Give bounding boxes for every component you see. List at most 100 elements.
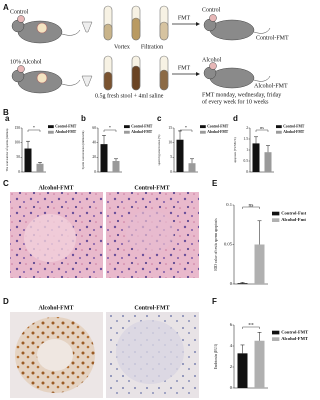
legend-swatch: [200, 130, 206, 134]
legend-swatch: [276, 130, 282, 134]
panel-label: E: [212, 179, 218, 188]
label: Control: [202, 7, 221, 13]
y-axis-title: Endotoxin (EU/l): [214, 343, 218, 369]
legend-label: Alcohol-FMT: [207, 130, 229, 134]
error-bar: [266, 145, 270, 153]
significance: **: [248, 322, 254, 328]
bar: [264, 152, 272, 172]
label: FMT: [178, 15, 191, 21]
label: of every week for 10 weeks: [202, 98, 269, 105]
arrow: [196, 22, 200, 26]
label: Control: [10, 9, 29, 15]
y-tick-label: 20: [92, 155, 96, 159]
image-label: Alcohol-FMT: [39, 185, 74, 191]
y-axis-title: The total number of sperms (million): [5, 129, 9, 172]
legend-swatch: [124, 130, 130, 134]
tubule: [24, 214, 76, 262]
legend-swatch: [200, 125, 206, 129]
image-label: Alcohol-FMT: [39, 305, 74, 311]
legend-label: Control-FMT: [207, 124, 229, 128]
legend-swatch: [48, 125, 54, 129]
y-tick-label: 0.5: [244, 159, 249, 163]
funnel: [81, 21, 93, 87]
error-bar: [26, 140, 30, 149]
y-axis-title: IOD value of testis sperm apoptosis: [214, 218, 218, 271]
y-tick-label: 40: [92, 140, 96, 144]
legend-label: Alcohol-Fmt: [281, 217, 306, 222]
sub-panel-label: a: [5, 114, 10, 123]
y-tick-label: 4: [230, 343, 233, 348]
legend-label: Alcohol-FMT: [55, 130, 77, 134]
image-label: Control-FMT: [134, 305, 169, 311]
bar: [100, 144, 108, 172]
y-tick-label: 6: [230, 322, 233, 327]
bar: [254, 340, 265, 388]
y-tick-label: 15: [168, 126, 172, 130]
y-tick-label: 0: [246, 170, 248, 174]
y-tick-label: 1.5: [244, 137, 249, 141]
y-tick-label: 1: [246, 148, 248, 152]
lumen: [37, 339, 73, 371]
significance-bracket: [179, 129, 193, 132]
bar: [254, 244, 265, 284]
sub-panel-label: c: [157, 114, 162, 123]
significance-bracket: [255, 129, 269, 132]
sub-panel-label: b: [81, 114, 86, 123]
bar: [112, 161, 120, 172]
legend-label: Control-FMT: [131, 124, 153, 128]
legend-swatch: [276, 125, 282, 129]
significance: *: [109, 125, 111, 130]
legend-label: Alcohol-FMT: [281, 336, 308, 341]
y-tick-label: 50: [16, 155, 20, 159]
y-tick-label: 2: [230, 364, 233, 369]
bar: [36, 163, 44, 172]
legend-label: Control-FMT: [55, 124, 77, 128]
panel-label: B: [3, 108, 9, 117]
y-axis-title: apoptosis (TUNEL%): [233, 137, 237, 162]
label: Alcohol: [202, 57, 222, 63]
error-bar: [114, 158, 118, 161]
bar: [188, 163, 196, 172]
y-tick-label: 150: [15, 126, 21, 130]
label: Control-FMT: [256, 35, 289, 41]
panel-label: C: [3, 179, 9, 188]
error-bar: [240, 282, 245, 284]
y-tick-label: 0.1: [226, 202, 232, 207]
label: Filtration: [141, 44, 163, 50]
y-tick-label: 60: [92, 126, 96, 130]
significance: *: [185, 125, 187, 130]
arrow: [196, 72, 200, 76]
tubule: [126, 210, 174, 254]
sub-panel-label: d: [233, 114, 238, 123]
y-tick-label: 0.05: [224, 242, 233, 247]
y-tick-label: 0: [18, 170, 20, 174]
bar: [176, 139, 184, 172]
label: Alcohol-FMT: [254, 83, 288, 89]
legend-label: Alcohol-FMT: [283, 130, 305, 134]
tubule: [116, 320, 184, 384]
legend-label: Control-FMT: [281, 330, 308, 335]
tubes: [103, 5, 169, 91]
y-tick-label: 0: [230, 281, 233, 286]
error-bar: [38, 162, 42, 164]
error-bar: [254, 136, 258, 144]
y-tick-label: 0: [230, 385, 233, 390]
legend-label: Control-Fmt: [281, 211, 306, 216]
legend-swatch: [272, 330, 280, 335]
y-tick-label: 5: [170, 155, 172, 159]
significance-bracket: [242, 326, 260, 329]
y-tick-label: 10: [168, 140, 172, 144]
y-tick-label: 2: [246, 126, 248, 130]
error-bar: [257, 332, 262, 341]
error-bar: [178, 130, 182, 140]
legend-swatch: [272, 218, 280, 222]
label: 0.5g fresh stool + 4ml saline: [95, 92, 164, 99]
legend-swatch: [272, 337, 280, 341]
error-bar: [257, 220, 262, 245]
bar: [237, 283, 248, 284]
panel-label: A: [3, 3, 9, 12]
significance: ns: [249, 202, 254, 208]
mouse: [203, 14, 271, 41]
y-axis-title: Sperm concentration (million/ml): [81, 131, 85, 170]
